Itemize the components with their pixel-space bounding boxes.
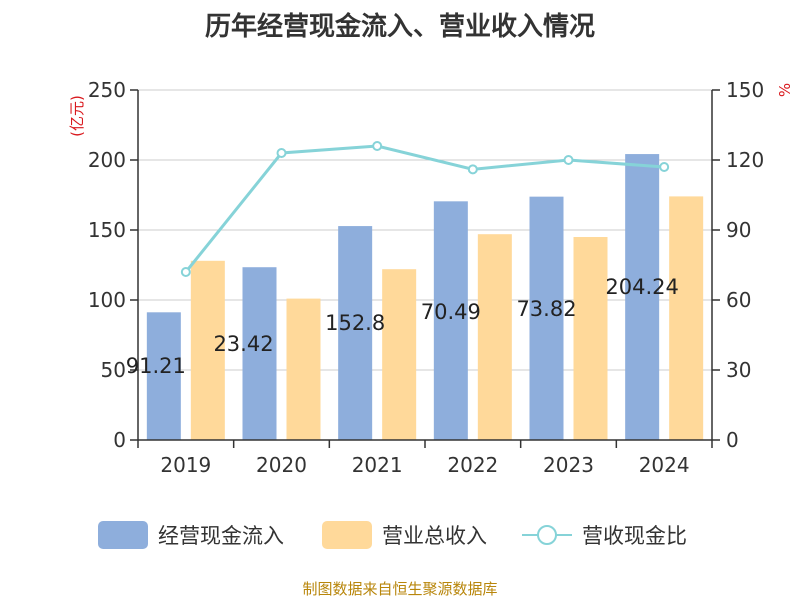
- legend-label-revenue: 营业总收入: [382, 524, 487, 548]
- right-tick-label: 120: [726, 148, 764, 172]
- left-tick-label: 50: [101, 358, 126, 382]
- ratio-point: [180, 267, 191, 277]
- bar-revenue: [477, 234, 512, 440]
- bar-cash-inflow: [338, 226, 373, 440]
- bar-cash-inflow: [146, 312, 181, 440]
- ratio-point: [467, 164, 478, 175]
- legend-swatch-cash-inflow: [98, 521, 148, 549]
- bar-data-label: 91.21: [126, 354, 186, 378]
- ratio-point: [563, 155, 574, 165]
- bar-data-label: 152.8: [325, 311, 385, 335]
- bar-revenue: [286, 298, 321, 440]
- bar-revenue: [669, 196, 704, 440]
- ratio-point: [276, 148, 287, 158]
- right-tick-label: 0: [726, 428, 739, 452]
- ratio-line: [184, 144, 665, 273]
- bar-revenue: [573, 237, 608, 440]
- bar-data-label: 204.24: [605, 275, 678, 299]
- legend-swatch-ratio-marker: [537, 525, 557, 545]
- left-tick-label: 0: [113, 428, 126, 452]
- bar-revenue: [382, 269, 417, 440]
- right-tick-label: 90: [726, 218, 751, 242]
- left-tick-label: 100: [88, 288, 126, 312]
- bar-data-label: 73.82: [516, 297, 576, 321]
- bar-revenue: [190, 260, 225, 440]
- bar-cash-inflow: [433, 201, 468, 440]
- x-tick-label: 2019: [160, 453, 211, 477]
- ratio-point: [659, 162, 670, 172]
- legend-label-ratio: 营收现金比: [582, 524, 687, 548]
- legend-label-cash-inflow: 经营现金流入: [158, 524, 284, 548]
- left-tick-label: 150: [88, 218, 126, 242]
- ratio-point: [372, 141, 383, 151]
- left-tick-label: 200: [88, 148, 126, 172]
- legend-swatch-revenue: [322, 521, 372, 549]
- right-tick-label: 150: [726, 78, 764, 102]
- x-tick-label: 2023: [543, 453, 594, 477]
- x-tick-label: 2022: [447, 453, 498, 477]
- bar-cash-inflow: [242, 267, 277, 440]
- right-tick-label: 30: [726, 358, 751, 382]
- x-tick-label: 2020: [256, 453, 307, 477]
- bar-data-label: 70.49: [421, 300, 481, 324]
- bar-cash-inflow: [529, 196, 564, 440]
- bar-data-label: 23.42: [213, 332, 273, 356]
- source-note: 制图数据来自恒生聚源数据库: [302, 580, 498, 598]
- chart-title: 历年经营现金流入、营业收入情况: [204, 12, 595, 42]
- right-axis-unit: %: [776, 83, 794, 97]
- x-tick-label: 2024: [639, 453, 690, 477]
- right-tick-label: 60: [726, 288, 751, 312]
- left-axis-unit: (亿元): [68, 95, 86, 137]
- bar-cash-inflow: [625, 154, 660, 440]
- left-tick-label: 250: [88, 78, 126, 102]
- x-tick-label: 2021: [352, 453, 403, 477]
